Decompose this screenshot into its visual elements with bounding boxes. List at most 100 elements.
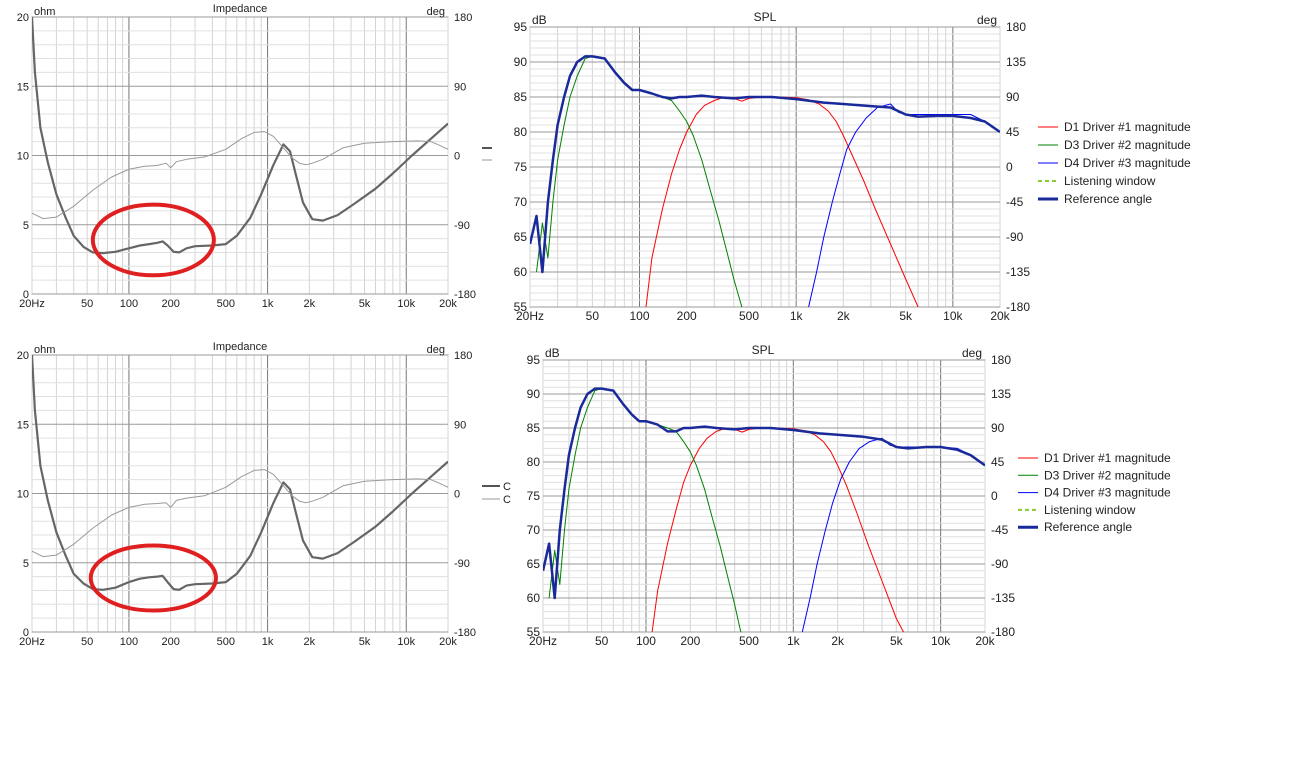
x-tick-label: 2k bbox=[304, 636, 316, 648]
x-tick-label: 10k bbox=[931, 634, 951, 648]
x-tick-label: 50 bbox=[586, 309, 600, 323]
y-tick-label: 55 bbox=[527, 625, 541, 639]
y-tick-label: 65 bbox=[514, 230, 528, 244]
x-tick-label: 5k bbox=[899, 309, 913, 323]
y-tick-label: 15 bbox=[17, 81, 29, 93]
x-tick-label: 20k bbox=[990, 309, 1010, 323]
y2-tick-labels: -180 -90 0 90 180 bbox=[454, 350, 476, 639]
y2-tick-label: 180 bbox=[991, 353, 1011, 367]
chart-title: SPL bbox=[752, 343, 775, 357]
annotation-layer bbox=[88, 543, 218, 613]
series-line-1 bbox=[32, 17, 448, 255]
y2-tick-label: 90 bbox=[454, 419, 466, 431]
y-tick-label: 85 bbox=[514, 90, 528, 104]
y2-tick-label: -135 bbox=[1006, 265, 1030, 279]
chart-title: SPL bbox=[754, 10, 777, 24]
x-tick-label: 10k bbox=[943, 309, 963, 323]
y-tick-label: 95 bbox=[527, 353, 541, 367]
legend-label: D4 Driver #3 magnitude bbox=[1044, 486, 1171, 500]
x-tick-label: 20Hz bbox=[19, 298, 45, 310]
y2-tick-labels: -180 -135 -90 -45 0 45 90 135 180 bbox=[991, 353, 1015, 639]
grid bbox=[529, 26, 1001, 308]
series-line-3 bbox=[808, 103, 1000, 307]
y-tick-label: 5 bbox=[23, 558, 29, 570]
y-tick-label: 95 bbox=[514, 20, 528, 34]
x-tick-label: 20k bbox=[439, 636, 457, 648]
y2-axis-label: deg bbox=[977, 13, 997, 27]
y2-tick-label: 0 bbox=[454, 489, 460, 501]
y-tick-labels: 0 5 10 15 20 bbox=[17, 350, 29, 639]
y2-tick-label: 135 bbox=[991, 387, 1011, 401]
y-tick-label: 10 bbox=[17, 151, 29, 163]
y-tick-label: 70 bbox=[527, 523, 541, 537]
y-tick-label: 5 bbox=[23, 220, 29, 232]
y-tick-label: 70 bbox=[514, 195, 528, 209]
y-tick-label: 90 bbox=[514, 55, 528, 69]
series-layer bbox=[530, 55, 1000, 307]
legend-stub-label-1: C bbox=[503, 481, 511, 493]
y2-tick-label: 0 bbox=[991, 489, 998, 503]
x-tick-labels: 20Hz 50 100 200 500 1k 2k 5k 10k 20k bbox=[19, 636, 457, 648]
x-tick-label: 100 bbox=[120, 298, 138, 310]
y-axis-label: dB bbox=[545, 346, 560, 360]
x-tick-label: 5k bbox=[890, 634, 904, 648]
x-tick-label: 200 bbox=[161, 636, 179, 648]
x-tick-label: 200 bbox=[680, 634, 700, 648]
y-tick-label: 20 bbox=[17, 350, 29, 362]
y-tick-label: 60 bbox=[514, 265, 528, 279]
x-tick-labels: 20Hz 50 100 200 500 1k 2k 5k 10k 20k bbox=[516, 309, 1011, 323]
y-tick-labels: 55 60 65 70 75 80 85 90 95 bbox=[514, 20, 528, 314]
grid bbox=[542, 359, 986, 633]
y-tick-label: 55 bbox=[514, 300, 528, 314]
series-layer bbox=[32, 355, 448, 591]
x-tick-label: 20Hz bbox=[529, 634, 557, 648]
series-layer bbox=[32, 17, 448, 255]
chart-title: Impedance bbox=[213, 3, 267, 15]
y2-tick-label: -45 bbox=[1006, 195, 1024, 209]
y2-axis-label: deg bbox=[427, 344, 445, 356]
x-tick-label: 50 bbox=[81, 636, 93, 648]
y2-tick-label: -135 bbox=[991, 591, 1015, 605]
x-tick-label: 10k bbox=[397, 636, 415, 648]
y-tick-label: 0 bbox=[23, 289, 29, 301]
legend: D1 Driver #1 magnitude D3 Driver #2 magni… bbox=[1038, 120, 1191, 206]
y-tick-label: 65 bbox=[527, 557, 541, 571]
y2-tick-label: -180 bbox=[991, 625, 1015, 639]
series-line-1 bbox=[32, 355, 448, 591]
x-tick-label: 2k bbox=[304, 298, 316, 310]
x-tick-label: 5k bbox=[359, 298, 371, 310]
y-axis-label: ohm bbox=[34, 344, 55, 356]
x-tick-label: 5k bbox=[359, 636, 371, 648]
y-axis-label: ohm bbox=[34, 6, 55, 18]
legend-stub bbox=[482, 147, 492, 161]
x-tick-label: 100 bbox=[636, 634, 656, 648]
y-tick-label: 80 bbox=[527, 455, 541, 469]
y-tick-label: 20 bbox=[17, 12, 29, 24]
y2-axis-label: deg bbox=[427, 6, 445, 18]
y2-tick-label: -180 bbox=[1006, 300, 1030, 314]
y2-tick-label: -90 bbox=[991, 557, 1009, 571]
y2-tick-label: -180 bbox=[454, 289, 476, 301]
series-line-2 bbox=[32, 131, 448, 220]
y-tick-label: 60 bbox=[527, 591, 541, 605]
y-tick-label: 85 bbox=[527, 421, 541, 435]
y2-axis-label: deg bbox=[962, 346, 982, 360]
x-tick-label: 1k bbox=[790, 309, 804, 323]
grid bbox=[31, 354, 449, 633]
x-tick-label: 500 bbox=[217, 636, 235, 648]
x-tick-labels: 20Hz 50 100 200 500 1k 2k 5k 10k 20k bbox=[19, 298, 457, 310]
x-tick-label: 2k bbox=[831, 634, 845, 648]
x-tick-labels: 20Hz 50 100 200 500 1k 2k 5k 10k 20k bbox=[529, 634, 996, 648]
highlight-circle bbox=[90, 202, 216, 278]
y-tick-label: 15 bbox=[17, 419, 29, 431]
x-tick-label: 2k bbox=[837, 309, 851, 323]
x-tick-label: 500 bbox=[739, 634, 759, 648]
highlight-circle bbox=[88, 543, 218, 613]
y-tick-labels: 55 60 65 70 75 80 85 90 95 bbox=[527, 353, 541, 639]
x-tick-label: 1k bbox=[262, 298, 274, 310]
series-line-4 bbox=[543, 387, 985, 600]
legend-label: D3 Driver #2 magnitude bbox=[1064, 138, 1191, 152]
y-axis-label: dB bbox=[532, 13, 547, 27]
x-tick-label: 500 bbox=[739, 309, 759, 323]
